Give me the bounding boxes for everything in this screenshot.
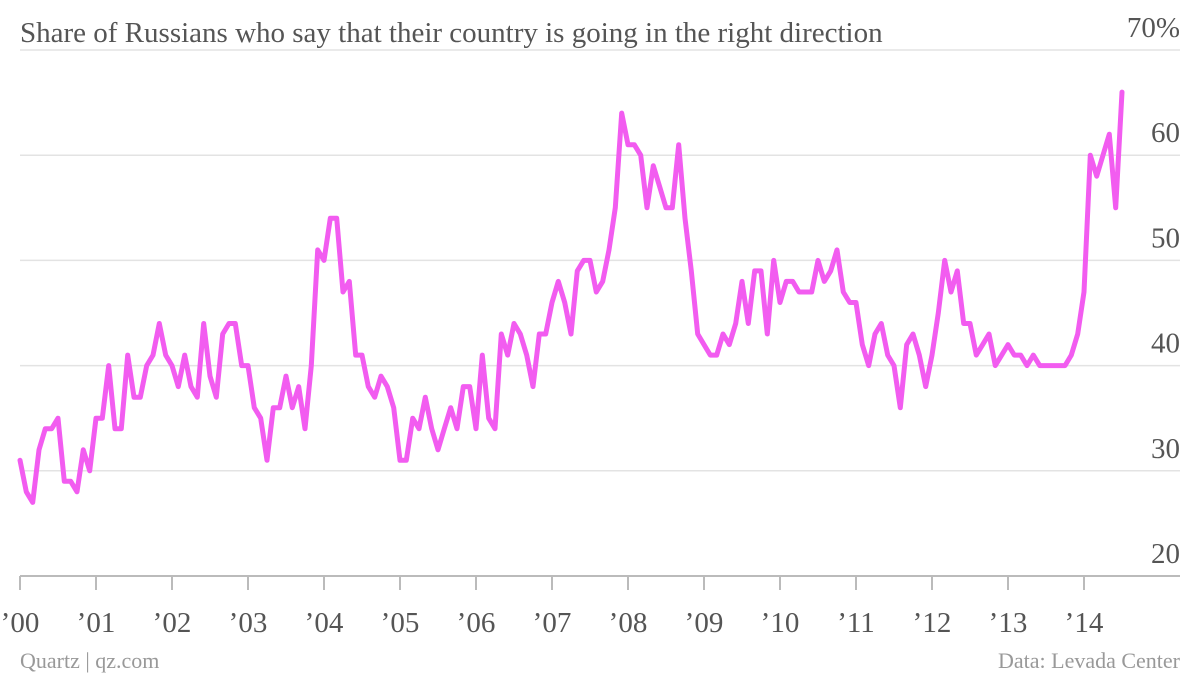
x-tick-label: ’09 (685, 607, 724, 639)
x-tick-label: ’06 (457, 607, 496, 639)
line (17, 89, 1125, 505)
x-tick-label: ’00 (1, 607, 40, 639)
y-tick-label: 70% (1127, 12, 1180, 44)
x-tick-label: ’13 (989, 607, 1028, 639)
x-tick-label: ’07 (533, 607, 572, 639)
y-tick-label: 40 (1151, 328, 1180, 360)
source: Data: Levada Center (998, 648, 1181, 673)
y-tick-label: 20 (1151, 538, 1180, 570)
y-tick-label: 50 (1151, 222, 1180, 254)
x-tick-label: ’10 (761, 607, 800, 639)
x-tick-label: ’11 (837, 607, 875, 639)
x-tick-label: ’03 (229, 607, 268, 639)
chart-title: Share of Russians who say that their cou… (20, 17, 883, 49)
x-tick-label: ’14 (1065, 607, 1104, 639)
x-tick-label: ’01 (77, 607, 116, 639)
y-tick-label: 60 (1151, 117, 1180, 149)
x-tick-label: ’04 (305, 607, 344, 639)
x-tick-label: ’02 (153, 607, 192, 639)
x-tick-label: ’05 (381, 607, 420, 639)
credit: Quartz | qz.com (20, 648, 159, 673)
x-tick-label: ’12 (913, 607, 952, 639)
x-tick-label: ’08 (609, 607, 648, 639)
y-tick-label: 30 (1151, 433, 1180, 465)
